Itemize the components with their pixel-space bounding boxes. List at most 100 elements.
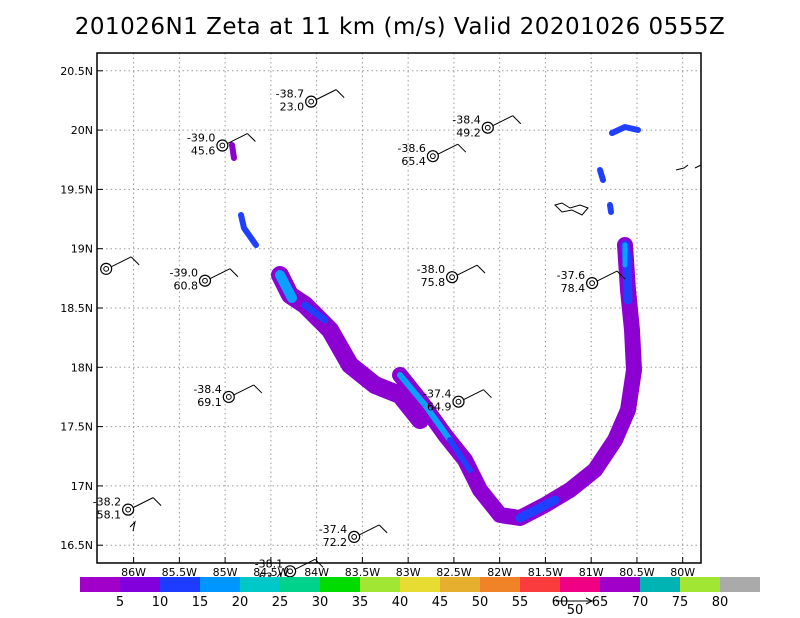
colorbar-label: 5 (116, 595, 124, 610)
axis-ticks: 86W 85.5W 85W 84.5W 84W 83.5W 83W 82.5W 82W 81.5W… (60, 65, 695, 579)
dropsonde-core (429, 153, 436, 160)
tick-label-y: 18N (71, 361, 93, 374)
tick-label-y: 16.5N (60, 539, 93, 552)
tick-label-y: 17.5N (60, 421, 93, 434)
coast-little-cayman (694, 164, 702, 169)
colorbar-label: 50 (472, 595, 489, 610)
dropsonde-core (125, 506, 132, 513)
tick-label-y: 19.5N (60, 183, 93, 196)
colorbar-swatch (400, 577, 440, 592)
dropsonde-core (449, 274, 455, 281)
colorbar-swatch (600, 577, 640, 592)
colorbar-label: 70 (632, 595, 649, 610)
swath-south-blue (515, 495, 560, 523)
dropsonde-core (589, 280, 595, 286)
colorbar-label: 45 (432, 595, 449, 610)
coastlines (129, 164, 702, 532)
dropsonde-speed-label: 45.6 (191, 145, 216, 158)
dropsonde-barb-flag (476, 264, 486, 274)
swath-fragment-3 (597, 167, 606, 183)
dropsonde-barb-flag (253, 384, 263, 394)
dropsonde-barb-flag (229, 268, 239, 278)
tick-label-y: 19N (71, 243, 93, 256)
dropsonde-barb-flag (483, 389, 492, 399)
tick-label-x: 83.5W (345, 566, 380, 579)
dropsonde-ring (198, 274, 212, 287)
dropsonde-barb-staff (463, 389, 484, 401)
colorbar-swatch (520, 577, 560, 592)
colorbar-swatch (360, 577, 400, 592)
coast-cayman-brac (675, 164, 689, 171)
dropsonde-barb-flag (152, 497, 162, 506)
dropsonde-ring (481, 121, 494, 134)
colorbar-swatch (320, 577, 360, 592)
dropsonde-speed-label: 23.0 (280, 101, 305, 114)
dropsonde-unlabeled-core (103, 265, 110, 272)
dropsonde-core (351, 534, 358, 540)
swath-fragment-5 (609, 124, 641, 136)
colorbar-swatch (680, 577, 720, 592)
swath-west-blue (301, 301, 329, 324)
dropsonde-ring (348, 530, 361, 544)
tick-label-x: 81W (579, 566, 604, 579)
dropsonde-barb-flag (247, 133, 256, 142)
dropsonde-temp-label: -38.4 (193, 383, 221, 396)
tick-label-x: 82.5W (436, 566, 471, 579)
tick-label-x: 85.5W (162, 566, 197, 579)
dropsonde-temp-label: -38.4 (452, 114, 480, 127)
dropsonde-barb-flag (616, 270, 626, 280)
dropsonde-core (455, 398, 462, 405)
colorbar-swatch (560, 577, 600, 592)
tick-label-x: 80.5W (619, 566, 654, 579)
dropsonde-speed-label: 64.9 (427, 401, 452, 414)
dropsonde-core (308, 98, 315, 105)
colorbar-label: 30 (312, 595, 329, 610)
dropsonde-temp-label: -38.1 (255, 557, 283, 570)
dropsonde-ring (585, 276, 599, 290)
colorbar-label: 10 (152, 595, 169, 610)
dropsonde-speed-label: 69.1 (197, 396, 222, 409)
colorbar-label: 35 (352, 595, 369, 610)
colorbar-label: 60 (552, 595, 569, 610)
colorbar-swatch (240, 577, 280, 592)
colorbar-swatch (200, 577, 240, 592)
colorbar-swatch (480, 577, 520, 592)
colorbar-swatch (120, 577, 160, 592)
dropsonde-barb-staff (456, 264, 478, 276)
colorbar-label: 40 (392, 595, 409, 610)
dropsonde-speed-label: 72.2 (323, 536, 348, 549)
colorbar-label: 80 (712, 595, 729, 610)
swath-inner-blue (447, 437, 473, 473)
reference-vector-head (585, 597, 594, 605)
dropsonde-ring (283, 565, 297, 578)
tick-label-x: 84.5W (253, 566, 288, 579)
dropsonde-barb-flag (378, 524, 388, 534)
dropsonde-temp-label: -38.6 (397, 142, 425, 155)
tick-label-y: 20.5N (60, 65, 93, 78)
dropsonde-barb-flag (335, 89, 345, 98)
tick-label-y: 18.5N (60, 302, 93, 315)
dropsonde-temp-label: -38.0 (417, 263, 445, 276)
colorbar-swatch (80, 577, 120, 592)
colorbar-label: 55 (512, 595, 529, 610)
dropsonde-speed-label: 78.4 (561, 282, 586, 295)
dropsonde-markers: -38.723.0-39.045.6 -38.665.4-38.449.2-39.… (93, 88, 626, 583)
dropsonde-temp-label: -38.2 (93, 496, 121, 509)
vorticity-swath (229, 124, 642, 526)
colorbar: 5 10 15 20 25 30 35 40 45 50 55 60 65 70 75 80 (80, 577, 760, 610)
dropsonde-temp-label: -37.6 (557, 269, 585, 282)
swath-west (271, 266, 429, 429)
dropsonde-speed-label: 65.4 (401, 155, 426, 168)
dropsonde-barb-flag (457, 143, 467, 153)
dropsonde-temp-label: -39.0 (170, 267, 198, 280)
colorbar-label: 65 (592, 595, 609, 610)
coast-grand-cayman (554, 202, 589, 216)
dropsonde-ring (122, 503, 135, 516)
dropsonde-barb-flag (512, 115, 522, 125)
tick-label-y: 17N (71, 480, 93, 493)
tick-label-x: 85W (213, 566, 238, 579)
colorbar-swatch (440, 577, 480, 592)
dropsonde-temp-label: -38.7 (276, 88, 304, 101)
tick-label-x: 83W (396, 566, 421, 579)
dropsonde-ring (222, 390, 235, 404)
